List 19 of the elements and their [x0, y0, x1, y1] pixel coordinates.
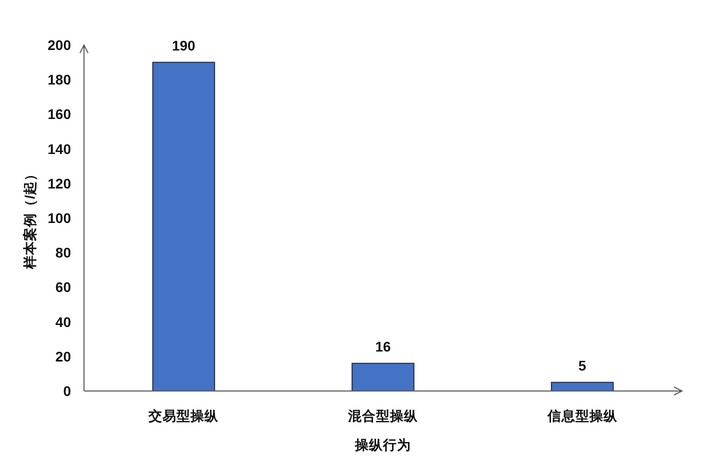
y-tick-label: 40: [55, 314, 71, 330]
x-tick-label: 混合型操纵: [348, 408, 418, 424]
data-label: 5: [578, 357, 586, 374]
y-tick-label: 0: [63, 383, 71, 400]
y-tick-label: 20: [55, 348, 71, 364]
x-axis-title: 操纵行为: [355, 438, 411, 452]
y-axis-title: 样本案例（/起）: [22, 167, 38, 269]
y-tick-label: 140: [48, 140, 71, 157]
y-tick-label: 180: [48, 72, 71, 88]
y-tick-label: 200: [48, 37, 71, 54]
y-tick-label: 80: [55, 244, 71, 261]
data-label: 16: [375, 338, 391, 354]
x-tick-label: 交易型操纵: [148, 408, 219, 424]
data-label: 190: [172, 37, 196, 54]
y-tick-label: 100: [48, 210, 71, 226]
y-tick-label: 160: [48, 106, 71, 122]
y-tick-label: 60: [55, 279, 71, 296]
y-tick-label: 120: [48, 175, 71, 192]
x-tick-label: 信息型操纵: [547, 408, 618, 424]
